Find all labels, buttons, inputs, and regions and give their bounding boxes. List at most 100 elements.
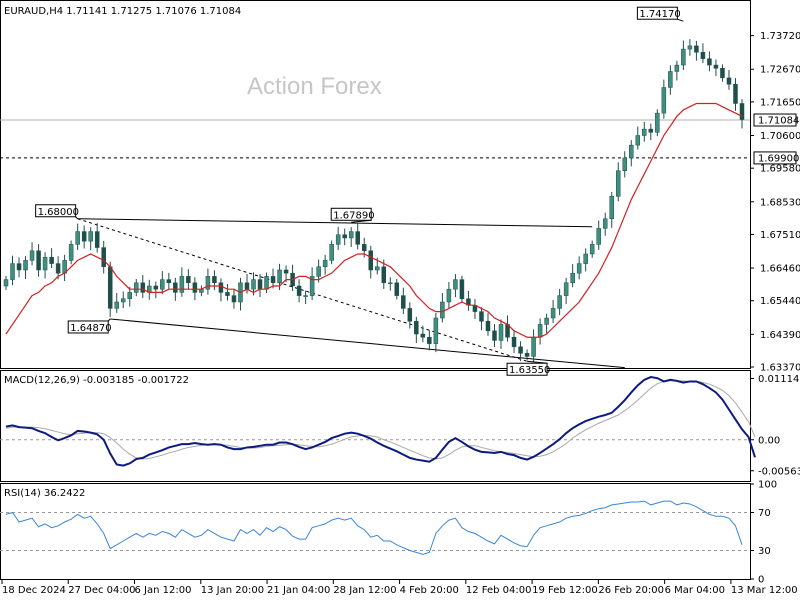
candle-body [596, 228, 601, 245]
peak-label-text: 1.67890 [333, 210, 374, 221]
candle-body [120, 298, 126, 303]
candle-body [440, 301, 445, 319]
price-tick-label: 1.64390 [760, 330, 800, 341]
peak-label-box [67, 320, 109, 334]
candle-body [401, 295, 406, 309]
peak-label-connector [677, 18, 684, 22]
macd-panel-header: MACD(12,26,9) -0.003185 -0.001722 [4, 375, 189, 386]
candle-body [107, 266, 113, 309]
candle-body [361, 244, 367, 252]
candle-body [648, 128, 654, 133]
candle-body [570, 272, 575, 284]
candle-body [446, 288, 452, 303]
candle-body [576, 263, 582, 274]
rsi-tick-label: 0 [758, 575, 764, 586]
macd-tick-label: -0.005639 [758, 466, 800, 477]
candle-body [55, 263, 61, 274]
axis-price-box [753, 113, 797, 127]
price-tick-label: 1.63370 [760, 363, 800, 374]
macd-tick-label: 0.00 [758, 435, 780, 446]
candle-body [303, 295, 308, 297]
candle-body [10, 263, 15, 280]
candle-body [518, 346, 523, 354]
candle-body [661, 87, 667, 114]
candle-body [225, 292, 230, 296]
candle-body [342, 234, 347, 239]
candle-body [668, 71, 673, 88]
axis-price-label: 1.71084 [758, 116, 799, 127]
x-tick-label: 18 Dec 2024 [2, 585, 66, 596]
candle-body [81, 231, 87, 242]
candle-body [707, 58, 712, 66]
price-tick-label: 1.69580 [760, 164, 800, 175]
candle-body [635, 135, 641, 146]
price-panel-header: EURAUD,H4 1.71141 1.71275 1.71076 1.7108… [4, 6, 241, 17]
candle-body [101, 247, 106, 268]
candle-body [388, 282, 393, 285]
candle-body [277, 269, 282, 284]
candle-body [583, 253, 588, 264]
candle-body [544, 317, 549, 325]
macd-signal-line [5, 380, 756, 460]
rsi-panel-frame [0, 483, 751, 580]
candle-body [479, 311, 484, 322]
rsi-tick-label: 70 [758, 508, 771, 519]
axis-price-box [753, 151, 797, 165]
candle-body [420, 333, 426, 338]
candle-body [394, 282, 400, 296]
candle-body [433, 317, 439, 344]
candle-body [427, 336, 432, 344]
candle-body [173, 282, 178, 293]
trendline [110, 318, 625, 369]
candle-body [687, 45, 693, 50]
candle-body [179, 276, 185, 293]
x-tick-label: 12 Feb 04:00 [466, 585, 532, 596]
candle-body [264, 276, 269, 290]
candle-body [257, 279, 263, 290]
candle-body [36, 250, 41, 271]
candle-body [655, 112, 660, 133]
candlesticks [3, 39, 745, 363]
candle-body [557, 295, 562, 309]
candle-body [713, 64, 719, 69]
candle-body [492, 330, 497, 341]
candle-body [309, 276, 315, 296]
moving-average [5, 102, 743, 338]
candle-body [192, 282, 198, 293]
x-tick-label: 6 Mar 04:00 [665, 585, 725, 596]
price-y-axis: 1.73720 1.72670 1.71650 1.70600 1.69580 1.685… [750, 31, 800, 374]
macd-line [5, 376, 756, 467]
peak-label-text: 1.68000 [38, 207, 79, 218]
peak-label-box [35, 204, 77, 218]
macd-tick-label: 0.011146 [758, 374, 800, 385]
x-tick-label: 13 Mar 12:00 [731, 585, 798, 596]
trendlines [77, 218, 625, 369]
peak-labels: 1.68000 1.67890 1.64870 1.63550 1.74170 [35, 6, 684, 376]
candle-body [531, 336, 536, 357]
x-tick-label: 6 Jan 12:00 [135, 585, 192, 596]
candle-body [3, 279, 9, 287]
candle-body [726, 77, 732, 85]
candle-body [720, 68, 725, 79]
x-axis: 18 Dec 2024 27 Dec 04:006 Jan 12:00 13 Jan… [1, 580, 798, 596]
candle-body [88, 231, 93, 242]
candle-body [335, 234, 341, 245]
candle-body [453, 279, 458, 290]
candle-body [296, 285, 302, 296]
candle-body [244, 282, 250, 290]
candle-body [270, 276, 276, 284]
candle-body [414, 320, 419, 335]
candle-body [700, 52, 706, 59]
candle-body [355, 231, 360, 245]
peak-label-box [636, 6, 678, 20]
candle-body [114, 301, 119, 309]
candle-body [642, 128, 647, 136]
candle-body [134, 282, 139, 293]
peak-label-text: 1.63550 [509, 365, 550, 376]
candle-body [127, 292, 133, 300]
x-tick-label: 13 Jan 20:00 [201, 585, 264, 596]
moving-average-line [5, 102, 743, 338]
rsi-tick-label: 30 [758, 546, 771, 557]
candle-body [94, 231, 100, 248]
